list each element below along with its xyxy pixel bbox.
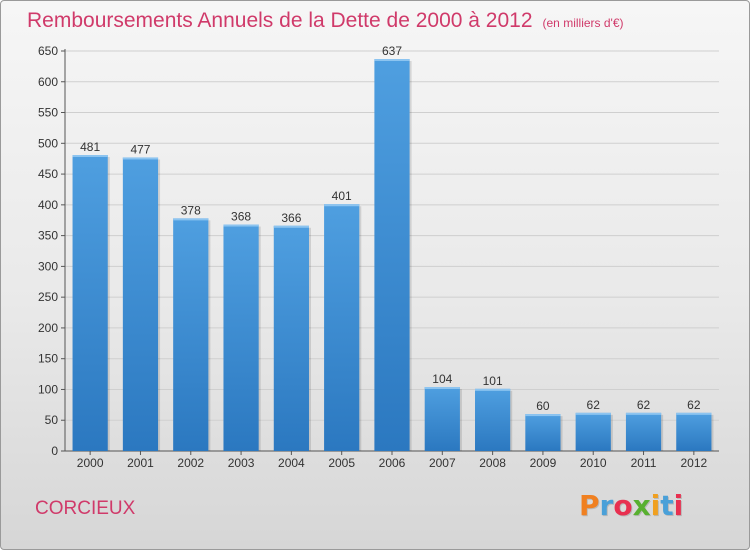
bar-highlight	[424, 387, 460, 389]
commune-name: CORCIEUX	[35, 498, 136, 519]
bar	[424, 387, 460, 451]
bar-highlight	[324, 204, 360, 207]
y-tick-label: 300	[38, 259, 58, 273]
x-tick-label: 2000	[77, 456, 104, 470]
bar-highlight	[122, 157, 159, 160]
y-tick-label: 650	[38, 44, 58, 58]
y-tick-label: 450	[38, 167, 58, 181]
y-tick-label: 200	[38, 321, 58, 335]
x-tick-label: 2005	[328, 456, 355, 470]
bar	[223, 224, 259, 451]
bar	[72, 155, 108, 451]
y-tick-label: 0	[51, 444, 58, 458]
bar-highlight	[173, 218, 209, 221]
bar-highlight	[475, 388, 511, 391]
y-tick-label: 600	[38, 75, 58, 89]
x-tick-label: 2007	[429, 456, 456, 470]
data-label: 637	[382, 44, 402, 58]
y-tick-label: 250	[38, 290, 58, 304]
x-tick-label: 2011	[631, 456, 657, 470]
data-labels: 481 477 378 368 366 401 637 104 101 60 62 62 62	[80, 44, 701, 413]
bar	[625, 412, 662, 451]
x-tick-label: 2003	[228, 456, 255, 470]
bar-highlight	[72, 155, 108, 157]
y-tick-label: 400	[38, 198, 58, 212]
bar	[173, 218, 209, 451]
y-tick-label: 100	[38, 382, 58, 396]
data-label: 62	[587, 398, 601, 412]
x-tick-label: 2012	[680, 456, 707, 470]
data-label: 481	[80, 140, 100, 154]
logo-letter: r	[599, 489, 614, 522]
proxiti-logo: Proxiti	[579, 489, 683, 522]
x-tick-label: 2001	[127, 456, 154, 470]
chart-title-text: Remboursements Annuels de la Dette de 20…	[27, 9, 533, 32]
bars	[72, 59, 714, 451]
x-tick-label: 2004	[278, 456, 305, 470]
data-label: 60	[536, 399, 550, 413]
bar	[475, 388, 511, 451]
bar-highlight	[625, 412, 662, 415]
x-tick-label: 2008	[479, 456, 506, 470]
bar	[324, 204, 360, 451]
logo-letter: i	[673, 489, 684, 522]
bar-highlight	[374, 59, 410, 61]
logo-letter: o	[613, 489, 633, 522]
bar-highlight	[676, 412, 712, 415]
bar	[575, 412, 611, 451]
logo-letter: i	[650, 489, 661, 522]
bar	[676, 412, 712, 451]
data-label: 378	[181, 203, 201, 217]
x-tick-label: 2010	[580, 456, 607, 470]
data-label: 101	[483, 374, 503, 388]
bar-highlight	[273, 225, 309, 228]
data-label: 62	[637, 398, 651, 412]
bar	[525, 414, 561, 451]
bar	[374, 59, 410, 451]
y-tick-label: 350	[38, 229, 58, 243]
axes: 0 50 100 150 200 250 300 350 400 450 500 550 600 650 2…	[38, 44, 719, 470]
y-tick-label: 500	[38, 136, 58, 150]
data-label: 477	[130, 142, 150, 156]
x-tick-label: 2009	[530, 456, 557, 470]
chart-unit: (en milliers d'€)	[542, 16, 624, 30]
data-label: 104	[432, 372, 452, 386]
logo-letter: t	[660, 489, 674, 522]
x-tick-label: 2006	[379, 456, 406, 470]
data-label: 366	[281, 211, 301, 225]
logo-letter: x	[632, 489, 651, 522]
bar-highlight	[575, 412, 611, 415]
y-tick-label: 550	[38, 106, 58, 120]
chart-title: Remboursements Annuels de la Dette de 20…	[27, 9, 624, 33]
data-label: 62	[687, 398, 701, 412]
x-tick-label: 2002	[177, 456, 204, 470]
bar-highlight	[223, 224, 259, 227]
data-label: 368	[231, 210, 251, 224]
bar-highlight	[525, 414, 561, 417]
data-label: 401	[332, 189, 352, 203]
y-tick-label: 50	[45, 413, 59, 427]
bar	[273, 225, 309, 451]
bar	[122, 157, 159, 451]
y-tick-label: 150	[38, 352, 58, 366]
logo-letter: P	[579, 489, 600, 522]
